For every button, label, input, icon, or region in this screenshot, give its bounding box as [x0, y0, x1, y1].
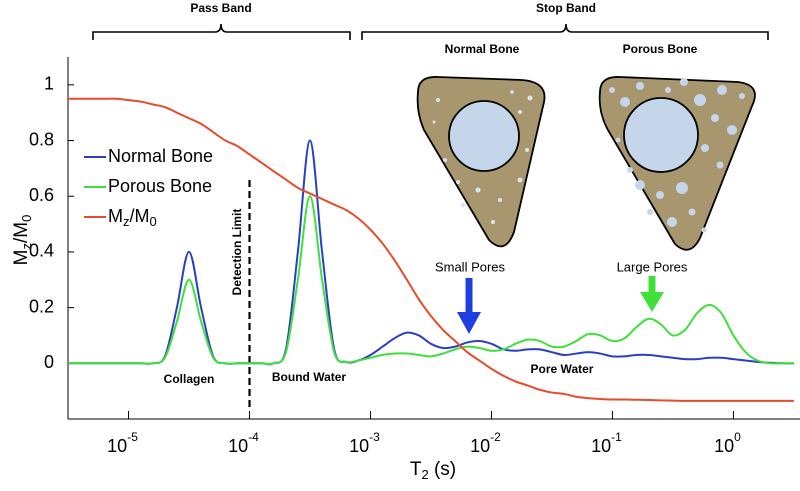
- y-tick-label: 1: [44, 74, 54, 94]
- x-tick-label: 10-4: [228, 430, 259, 456]
- x-tick-label: 100: [714, 430, 741, 456]
- annotation: Large Pores: [617, 259, 688, 274]
- annotation: Pore Water: [531, 362, 594, 376]
- annotation: Small Pores: [435, 259, 506, 274]
- annotation: Stop Band: [536, 1, 596, 15]
- x-tick-label: 10-5: [107, 430, 138, 456]
- pass-band-bracket: [92, 23, 351, 40]
- stop-band-bracket: [361, 23, 769, 40]
- porous-bone-illustration: [598, 76, 756, 251]
- annotation: Bound Water: [272, 370, 347, 384]
- legend-label: Normal Bone: [108, 146, 213, 166]
- y-tick-label: 0.6: [29, 185, 54, 205]
- annotation: Detection Limit: [230, 209, 244, 296]
- y-tick-label: 0.2: [29, 296, 54, 316]
- data-line: [68, 139, 794, 366]
- x-axis-label: T2 (s): [410, 459, 456, 482]
- annotation: Pass Band: [190, 1, 251, 15]
- legend-label: Porous Bone: [108, 176, 212, 196]
- large-pores-arrow: [640, 276, 664, 312]
- y-tick-label: 0: [44, 352, 54, 372]
- data-line: [67, 97, 794, 402]
- small-pores-arrow: [457, 278, 481, 334]
- annotation: Collagen: [164, 372, 215, 386]
- y-tick-label: 0.8: [29, 129, 54, 149]
- data-line: [68, 195, 794, 366]
- x-tick-label: 10-1: [591, 430, 622, 456]
- annotation: Porous Bone: [623, 42, 698, 56]
- normal-bone-illustration: [416, 76, 546, 248]
- y-axis-label: Mz/M0: [11, 215, 34, 266]
- annotation: Normal Bone: [445, 42, 520, 56]
- x-tick-label: 10-3: [349, 430, 380, 456]
- y-tick-label: 0.4: [29, 241, 54, 261]
- legend-label: Mz/M0: [108, 206, 157, 230]
- x-tick-label: 10-2: [470, 430, 501, 456]
